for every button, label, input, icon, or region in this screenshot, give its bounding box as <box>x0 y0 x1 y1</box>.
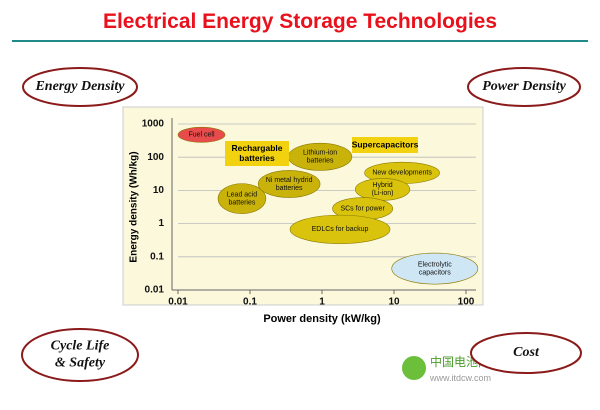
x-tick-label: 1 <box>319 297 325 308</box>
region <box>217 183 267 214</box>
region-label: EDLCs for backup <box>312 226 369 233</box>
region <box>257 170 321 198</box>
region <box>289 214 391 244</box>
region-label: Electrolytic <box>418 261 452 268</box>
corner-oval <box>470 332 582 374</box>
watermark-icon <box>402 356 426 380</box>
annotation: batteries <box>239 153 275 163</box>
y-tick-label: 1000 <box>142 119 165 130</box>
corner-label: Cost <box>513 345 540 360</box>
region <box>391 252 479 285</box>
watermark-url: www.itdcw.com <box>429 373 491 383</box>
region-label: batteries <box>276 185 303 192</box>
y-tick-label: 1 <box>158 218 164 229</box>
x-tick-label: 0.1 <box>243 297 257 308</box>
corner-label: Power Density <box>482 79 566 94</box>
region-label: capacitors <box>419 269 451 276</box>
region-label: batteries <box>229 199 256 206</box>
region-label: (Li-ion) <box>372 190 394 197</box>
region-label: Lead acid <box>227 191 257 198</box>
annotation: Supercapacitors <box>352 139 419 149</box>
y-tick-label: 10 <box>153 185 165 196</box>
corner-oval <box>21 328 139 382</box>
x-tick-label: 100 <box>458 297 475 308</box>
region-label: Lithium-ion <box>303 150 337 157</box>
region-label: SCs for power <box>340 206 385 213</box>
region-label: Fuel cell <box>188 132 215 139</box>
region-label: New developments <box>372 170 432 177</box>
y-tick-label: 100 <box>147 152 164 163</box>
region-label: Ni metal hydrid <box>266 177 313 184</box>
x-axis-title: Power density (kW/kg) <box>263 313 381 325</box>
annotation: Rechargable <box>231 143 282 153</box>
region-label: batteries <box>307 158 334 165</box>
annotation-box <box>225 141 289 166</box>
slide-title: Electrical Energy Storage Technologies <box>103 10 497 33</box>
corner-oval <box>22 67 138 107</box>
x-tick-label: 10 <box>388 297 400 308</box>
y-tick-label: 0.1 <box>150 251 164 262</box>
annotation-box <box>352 137 418 153</box>
corner-label: Cycle Life <box>51 339 110 354</box>
y-axis-title: Energy density (Wh/kg) <box>129 151 140 262</box>
corner-label: & Safety <box>55 356 106 371</box>
x-tick-label: 0.01 <box>168 297 188 308</box>
corner-oval <box>467 67 581 107</box>
region-label: Hybrid <box>372 182 392 189</box>
corner-label: Energy Density <box>34 79 125 94</box>
y-tick-label: 0.01 <box>145 285 165 296</box>
region <box>177 126 226 143</box>
